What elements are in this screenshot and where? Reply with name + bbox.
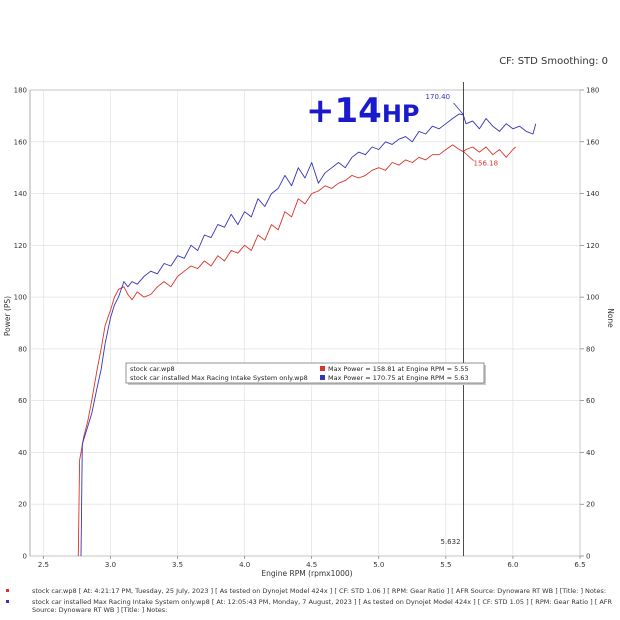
y-axis-left-ticks: 0 20 40 60 80 100 120 140 160 180 (14, 87, 27, 561)
x-axis-ticks: 2.5 3.0 3.5 4.0 4.5 5.0 5.5 6.0 6.5 (38, 556, 586, 569)
intake-peak-leader (453, 102, 464, 116)
y-right-tick-label-1: 20 (586, 501, 595, 509)
y-right-tick-label-9: 180 (586, 87, 599, 95)
y-left-tick-label-8: 160 (14, 138, 27, 146)
stock-peak-value: 156.18 (474, 160, 499, 168)
y-right-tick-label-6: 120 (586, 242, 599, 250)
y-right-tick-label-8: 160 (586, 138, 599, 146)
y-right-tick-label-4: 80 (586, 345, 595, 353)
x-tick-label-3: 4.0 (239, 561, 250, 569)
legend-file-intake: stock car installed Max Racing Intake Sy… (130, 374, 308, 382)
y-right-tick-label-2: 40 (586, 449, 595, 457)
x-tick-label-7: 6.0 (507, 561, 518, 569)
x-tick-label-8: 6.5 (574, 561, 585, 569)
series-line-intake (80, 113, 537, 557)
run-info-stock: stock car.wp8 [ At: 4:21:17 PM, Tuesday,… (6, 587, 616, 595)
x-tick-label-6: 5.5 (440, 561, 451, 569)
hp-gain-value: +14 (306, 91, 382, 131)
y-left-tick-label-3: 60 (18, 397, 27, 405)
legend-file-stock: stock car.wp8 (130, 365, 175, 373)
y-left-tick-label-2: 40 (18, 449, 27, 457)
plot-area (29, 89, 581, 557)
y-left-tick-label-6: 120 (14, 242, 27, 250)
y-right-tick-label-0: 0 (586, 553, 590, 561)
y-axis-title-right: None (606, 308, 615, 328)
run-info-intake-text: stock car installed Max Racing Intake Sy… (32, 598, 613, 614)
run-info-stock-text: stock car.wp8 [ At: 4:21:17 PM, Tuesday,… (32, 587, 607, 595)
series-lines (77, 113, 537, 557)
correction-factor-label: CF: STD Smoothing: 0 (499, 56, 608, 67)
y-left-tick-label-1: 20 (18, 501, 27, 509)
y-left-tick-label-9: 180 (14, 87, 27, 95)
run-marker-intake (6, 600, 9, 603)
x-axis-title: Engine RPM (rpmx1000) (261, 569, 352, 578)
y-left-tick-label-0: 0 (23, 553, 27, 561)
peak-annotations: 170.40 156.18 (426, 93, 499, 168)
y-left-tick-label-5: 100 (14, 294, 27, 302)
x-tick-label-1: 3.0 (105, 561, 116, 569)
y-right-tick-label-7: 140 (586, 190, 599, 198)
legend-max-stock: Max Power = 158.81 at Engine RPM = 5.55 (328, 365, 469, 373)
legend-box[interactable]: stock car.wp8 stock car installed Max Ra… (125, 362, 486, 385)
y-axis-title-left: Power (PS) (3, 296, 12, 336)
y-left-tick-label-4: 80 (18, 345, 27, 353)
x-tick-label-2: 3.5 (172, 561, 183, 569)
x-tick-label-4: 4.5 (306, 561, 317, 569)
rpm-cursor-label: 5.632 (441, 538, 461, 546)
stock-peak-leader (463, 151, 474, 161)
y-left-tick-label-7: 140 (14, 190, 27, 198)
legend-max-intake: Max Power = 170.75 at Engine RPM = 5.63 (328, 374, 469, 382)
legend-swatch-intake (320, 375, 325, 380)
run-marker-stock (6, 589, 9, 592)
intake-peak-value: 170.40 (426, 93, 451, 101)
run-info-intake: stock car installed Max Racing Intake Sy… (6, 598, 616, 614)
x-tick-label-0: 2.5 (38, 561, 49, 569)
y-right-tick-label-3: 60 (586, 397, 595, 405)
legend-swatch-stock (320, 366, 325, 371)
grid-lines (30, 89, 581, 557)
hp-gain-banner: +14HP (306, 91, 420, 131)
y-right-tick-label-5: 100 (586, 294, 599, 302)
hp-gain-unit: HP (382, 100, 420, 128)
series-line-stock (77, 144, 516, 557)
x-tick-label-5: 5.0 (373, 561, 384, 569)
y-axis-right-ticks: 0 20 40 60 80 100 120 140 160 180 (580, 87, 599, 561)
